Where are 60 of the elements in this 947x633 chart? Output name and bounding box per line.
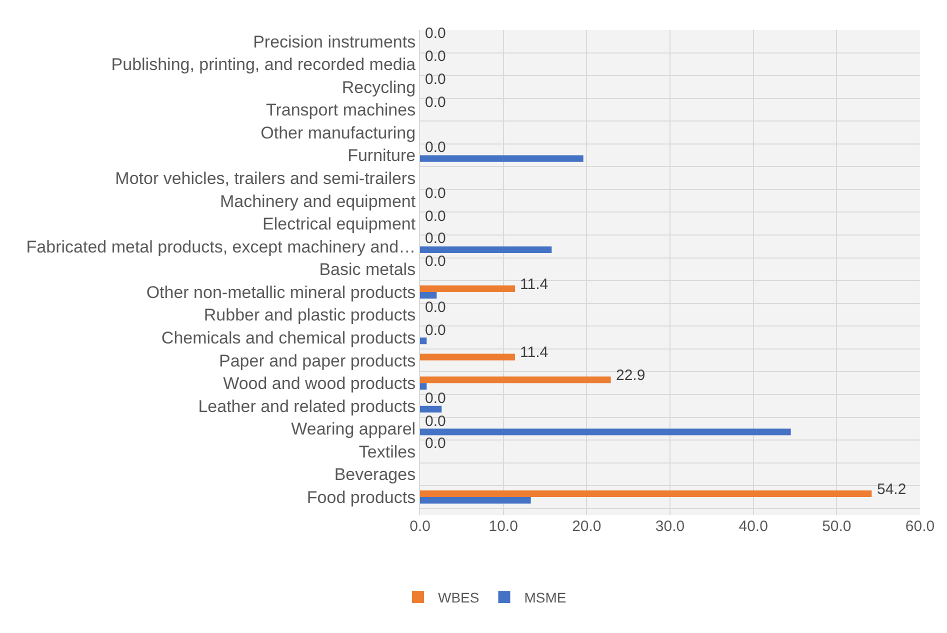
y-tick-label: Furniture xyxy=(348,146,416,166)
bar xyxy=(420,155,584,162)
y-tick-label: Wood and wood products xyxy=(223,374,416,394)
y-tick-label: Leather and related products xyxy=(198,396,416,416)
x-tick-label: 40.0 xyxy=(738,518,768,535)
data-label: 0.0 xyxy=(425,435,446,452)
data-label: 11.4 xyxy=(520,344,548,361)
data-label: 0.0 xyxy=(425,185,446,202)
y-tick-label: Beverages xyxy=(334,465,416,484)
bar xyxy=(420,376,611,384)
data-label: 11.4 xyxy=(520,276,548,293)
y-tick-label: Wearing apparel xyxy=(291,420,416,439)
data-label: 0.0 xyxy=(425,48,446,65)
data-label: 0.0 xyxy=(425,71,446,88)
y-tick-label: Machinery and equipment xyxy=(220,192,416,211)
data-label: 22.9 xyxy=(616,367,646,384)
y-tick-label: Fabricated metal products, except machinery and… xyxy=(26,237,416,256)
x-tick-label: 20.0 xyxy=(572,518,602,535)
x-tick-label: 0.0 xyxy=(410,518,430,535)
y-tick-label: Transport machines xyxy=(266,100,416,120)
data-label: 0.0 xyxy=(425,390,446,407)
y-tick-label: Recycling xyxy=(342,78,416,97)
bar xyxy=(420,406,442,412)
data-label: 0.0 xyxy=(425,322,446,339)
data-label: 0.0 xyxy=(425,299,446,316)
x-tick-label: 30.0 xyxy=(655,518,685,535)
y-tick-label: Basic metals xyxy=(319,260,416,280)
y-tick-label: Food products xyxy=(306,488,416,507)
y-tick-label: Paper and paper products xyxy=(219,351,416,370)
bar xyxy=(420,490,872,497)
data-label: 0.0 xyxy=(425,25,446,42)
y-tick-label: Precision instruments xyxy=(253,32,416,52)
y-tick-label: Motor vehicles, trailers and semi-trailers xyxy=(115,169,416,188)
x-tick-label: 10.0 xyxy=(488,518,518,535)
legend-label: MSME xyxy=(524,590,566,606)
bar xyxy=(420,428,791,436)
bar xyxy=(420,246,552,254)
bar xyxy=(420,354,515,360)
data-label: 0.0 xyxy=(425,94,446,111)
data-label: 54.2 xyxy=(877,481,906,498)
y-tick-label: Publishing, printing, and recorded media xyxy=(111,55,416,74)
y-tick-label: Rubber and plastic products xyxy=(204,306,416,325)
data-label: 0.0 xyxy=(425,413,446,430)
x-tick-label: 50.0 xyxy=(822,518,852,535)
y-tick-label: Textiles xyxy=(358,442,416,462)
y-tick-label: Other non-metallic mineral products xyxy=(146,282,416,302)
bar xyxy=(420,497,531,504)
legend-label: WBES xyxy=(438,590,480,606)
y-tick-label: Chemicals and chemical products xyxy=(161,328,416,348)
data-label: 0.0 xyxy=(425,230,446,247)
x-tick-label: 60.0 xyxy=(905,518,935,535)
y-tick-label: Other manufacturing xyxy=(260,123,416,142)
bar xyxy=(420,285,515,292)
y-tick-label: Electrical equipment xyxy=(262,214,416,234)
bar xyxy=(420,292,437,299)
data-label: 0.0 xyxy=(425,139,446,156)
data-label: 0.0 xyxy=(425,208,446,225)
bar xyxy=(420,383,427,390)
bar xyxy=(420,338,427,344)
data-label: 0.0 xyxy=(425,253,446,270)
